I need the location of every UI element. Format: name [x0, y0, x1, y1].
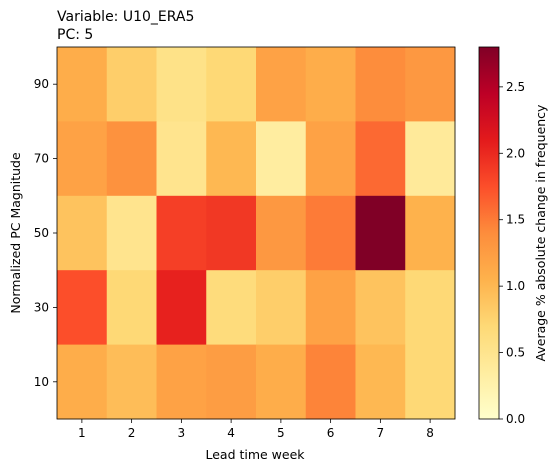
x-tick-label: 6: [327, 426, 335, 440]
heatmap-cell: [405, 270, 456, 346]
heatmap-cell: [106, 344, 157, 420]
heatmap-cell: [405, 344, 456, 420]
x-tick-label: 7: [377, 426, 385, 440]
heatmap-cell: [305, 270, 356, 346]
x-tick-label: 1: [78, 426, 86, 440]
heatmap-cell: [156, 270, 207, 346]
heatmap-cell: [405, 195, 456, 271]
x-tick-label: 3: [178, 426, 186, 440]
heatmap-cell: [355, 195, 406, 271]
y-tick-label: 30: [34, 300, 49, 314]
y-axis: 90 70 50 30 10: [34, 77, 57, 389]
colorbar-tick-label: 0.5: [506, 346, 525, 360]
heatmap-cell: [57, 270, 108, 346]
heatmap-cell: [405, 47, 456, 122]
chart-title-line-2: PC: 5: [57, 27, 93, 43]
heatmap-cell: [355, 47, 406, 122]
y-tick-label: 10: [34, 375, 49, 389]
heatmap-cell: [305, 195, 356, 271]
x-axis-label: Lead time week: [205, 447, 305, 462]
heatmap-cell: [256, 195, 307, 271]
colorbar-tick-label: 2.0: [506, 146, 525, 160]
x-tick-label: 8: [426, 426, 434, 440]
heatmap-cell: [156, 121, 207, 197]
colorbar-tick-label: 1.5: [506, 213, 525, 227]
colorbar-tick-label: 1.0: [506, 279, 525, 293]
colorbar-tick-label: 0.0: [506, 412, 525, 426]
heatmap-cell: [57, 344, 108, 420]
heatmap-cell: [355, 121, 406, 197]
heatmap-cell: [206, 270, 257, 346]
heatmap-cell: [106, 47, 157, 122]
heatmap-cell: [156, 195, 207, 271]
heatmap-cell: [156, 344, 207, 420]
y-axis-label: Normalized PC Magnitude: [8, 152, 23, 314]
heatmap-cell: [305, 47, 356, 122]
heatmap-cell: [355, 344, 406, 420]
colorbar-label: Average % absolute change in frequency: [533, 104, 548, 362]
heatmap-cell: [206, 121, 257, 197]
colorbar: [478, 46, 500, 420]
heatmap-cell: [305, 121, 356, 197]
heatmap-cell: [256, 270, 307, 346]
heatmap-cell: [106, 121, 157, 197]
x-axis: 1 2 3 4 5 6 7 8: [78, 419, 434, 440]
heatmap-cell: [57, 195, 108, 271]
heatmap-cell: [256, 344, 307, 420]
x-tick-label: 2: [128, 426, 136, 440]
heatmap-cell: [305, 344, 356, 420]
heatmap-cell: [106, 270, 157, 346]
heatmap-cell: [206, 47, 257, 122]
chart-title-line-1: Variable: U10_ERA5: [57, 9, 194, 25]
heatmap-cell: [405, 121, 456, 197]
heatmap-cell: [256, 121, 307, 197]
x-tick-label: 5: [277, 426, 285, 440]
heatmap-cell: [206, 195, 257, 271]
heatmap-cell: [206, 344, 257, 420]
colorbar-ticks: 0.0 0.5 1.0 1.5 2.0 2.5: [499, 80, 525, 426]
x-tick-label: 4: [227, 426, 235, 440]
y-tick-label: 50: [34, 226, 49, 240]
heatmap-cells: [57, 47, 456, 420]
y-tick-label: 70: [34, 152, 49, 166]
heatmap-cell: [106, 195, 157, 271]
colorbar-tick-label: 2.5: [506, 80, 525, 94]
heatmap-cell: [355, 270, 406, 346]
y-tick-label: 90: [34, 77, 49, 91]
heatmap-cell: [57, 47, 108, 122]
heatmap-cell: [156, 47, 207, 122]
heatmap-cell: [256, 47, 307, 122]
heatmap-cell: [57, 121, 108, 197]
